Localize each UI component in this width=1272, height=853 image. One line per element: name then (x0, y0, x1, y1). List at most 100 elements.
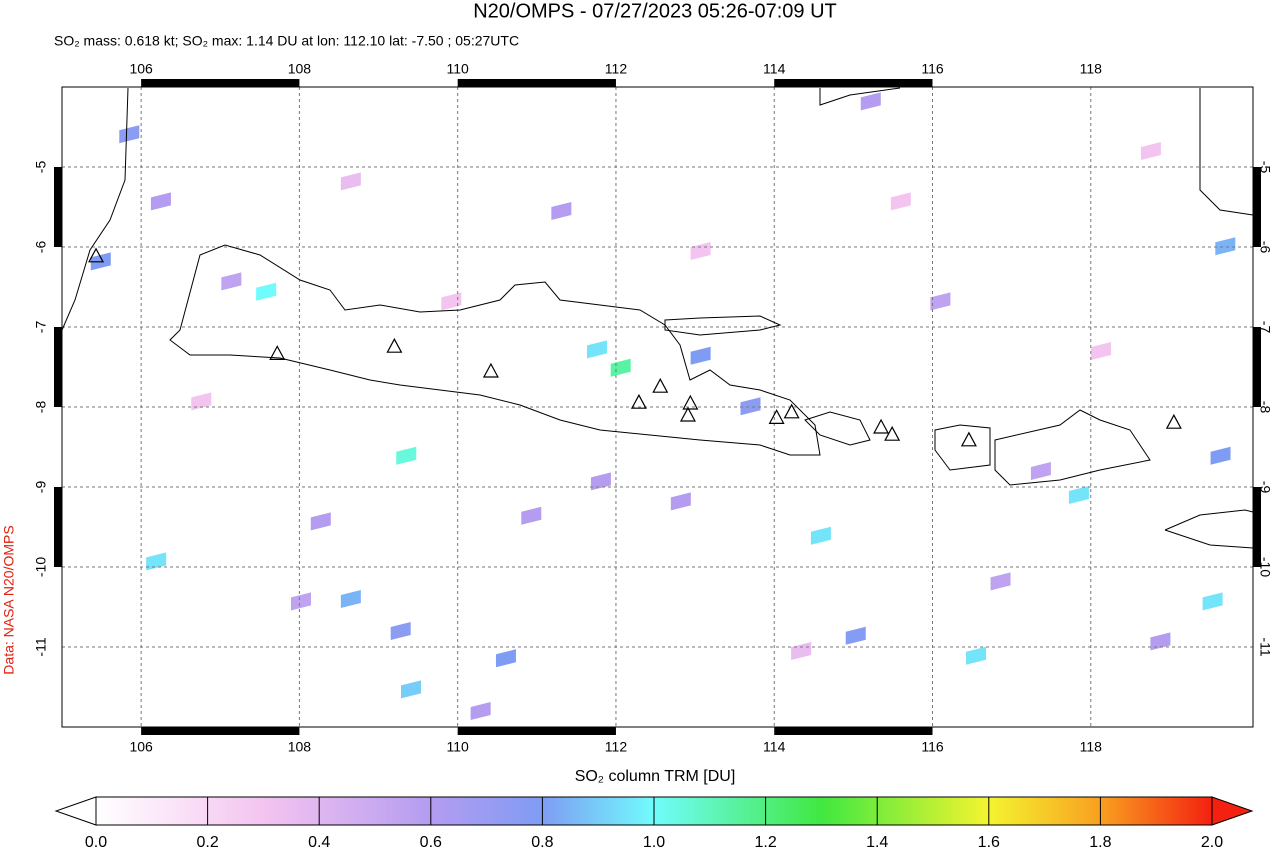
frame-bands (54, 79, 1261, 735)
colorbar-tick-label: 0.4 (308, 834, 330, 851)
chart-subtitle: SO₂ mass: 0.618 kt; SO₂ max: 1.14 DU at … (54, 33, 519, 49)
so2-pixel (119, 125, 140, 144)
frame-band (774, 79, 933, 87)
colorbar: 0.0 0.2 0.4 0.6 0.8 1.0 1.2 1.4 1.6 1.8 2.0 (54, 796, 1254, 851)
so2-pixel (590, 472, 611, 491)
y-tick-label-left: -6 (33, 241, 49, 254)
frame-band (141, 79, 300, 87)
pixel-layer (90, 92, 1236, 720)
volcano-marker (269, 345, 286, 360)
so2-pixel (610, 358, 631, 377)
so2-pixel (1030, 462, 1051, 480)
so2-pixel (310, 512, 331, 531)
so2-pixel (586, 340, 607, 359)
volcano-marker (679, 406, 696, 422)
coast-borneo (819, 87, 901, 106)
so2-pixel (441, 292, 462, 311)
x-tick-label-bottom: 108 (288, 739, 312, 755)
volcano-marker (960, 431, 977, 447)
so2-pixel (690, 346, 711, 365)
x-tick-label-bottom: 106 (129, 739, 153, 755)
volcano-marker (482, 362, 499, 378)
so2-pixel (470, 702, 491, 720)
so2-pixel (890, 192, 911, 211)
colorbar-tick-label: 1.4 (866, 834, 888, 851)
so2-pixel (1068, 486, 1089, 504)
x-tick-label-bottom: 114 (763, 739, 786, 755)
volcano-marker (386, 337, 403, 353)
frame-band (54, 167, 62, 247)
coast-bali (804, 411, 871, 446)
coast-sulawesi (1199, 88, 1253, 216)
x-tick-label-top: 114 (763, 61, 786, 77)
x-tick-label-top: 108 (288, 61, 312, 77)
so2-pixel (990, 572, 1011, 591)
so2-pixel (1215, 237, 1236, 256)
colorbar-tick-label: 1.2 (754, 834, 776, 851)
so2-pixel (845, 626, 866, 645)
coast-sumbawa (994, 409, 1151, 486)
so2-pixel (396, 446, 417, 465)
so2-pixel (390, 622, 411, 640)
so2-pixel (551, 202, 572, 220)
y-tick-label-right: -10 (1257, 557, 1272, 577)
frame-band (141, 727, 300, 735)
y-tick-label-left: -5 (33, 161, 49, 174)
so2-pixel (966, 646, 987, 665)
frame-band (1253, 487, 1261, 567)
colorbar-high-arrow (1211, 796, 1254, 826)
coast-lombok (934, 424, 991, 471)
volcano-marker (652, 377, 669, 393)
frame-band (457, 79, 616, 87)
coast-java (169, 244, 821, 456)
so2-pixel (1150, 632, 1171, 651)
y-tick-label-right: -8 (1257, 401, 1272, 414)
so2-pixel (1140, 142, 1161, 160)
so2-pixel (1202, 592, 1223, 611)
so2-pixel (810, 526, 831, 545)
so2-pixel (191, 392, 212, 411)
y-tick-label-right: -9 (1257, 481, 1272, 494)
x-tick-label-top: 110 (447, 61, 470, 77)
x-tick-label-bottom: 118 (1080, 739, 1103, 755)
so2-pixel (690, 242, 711, 260)
volcano-marker (88, 247, 105, 263)
volcanoes (88, 247, 1182, 447)
volcano-marker (630, 393, 647, 409)
so2-pixel (221, 272, 242, 291)
volcano-marker (682, 394, 699, 410)
frame-band (457, 727, 616, 735)
y-tick-label-right: -11 (1257, 637, 1272, 656)
coast-flores (1164, 509, 1253, 549)
volcano-marker (884, 425, 901, 441)
side-label: Data: NASA N20/OMPS (1, 525, 17, 674)
frame-band (1253, 167, 1261, 247)
grid (62, 87, 1253, 727)
y-tick-label-left: -10 (33, 557, 49, 577)
chart-title: N20/OMPS - 07/27/2023 05:26-07:09 UT (473, 0, 837, 22)
volcano-marker (783, 403, 800, 419)
so2-pixel (521, 506, 542, 525)
colorbar-tick-label: 1.6 (978, 834, 1000, 851)
colorbar-tick-label: 0.6 (420, 834, 442, 851)
volcano-marker (1165, 413, 1182, 429)
so2-pixel (290, 592, 311, 611)
coastlines (62, 87, 1253, 549)
so2-pixel (400, 680, 421, 699)
so2-pixel (740, 397, 761, 416)
y-tick-label-right: -6 (1257, 241, 1272, 254)
x-tick-label-bottom: 112 (605, 739, 628, 755)
so2-pixel (150, 192, 171, 211)
colorbar-label: SO₂ column TRM [DU] (575, 768, 736, 785)
frame-band (54, 327, 62, 407)
coast-sumatra (62, 87, 129, 331)
volcano-marker (768, 409, 785, 424)
y-tick-label-left: -9 (33, 481, 49, 494)
coast-madura (664, 315, 782, 336)
so2-pixel (791, 642, 812, 660)
frame-band (1253, 327, 1261, 407)
x-tick-label-top: 112 (605, 61, 628, 77)
colorbar-tick-label: 1.8 (1089, 834, 1111, 851)
colorbar-tick-label: 1.0 (643, 834, 665, 851)
